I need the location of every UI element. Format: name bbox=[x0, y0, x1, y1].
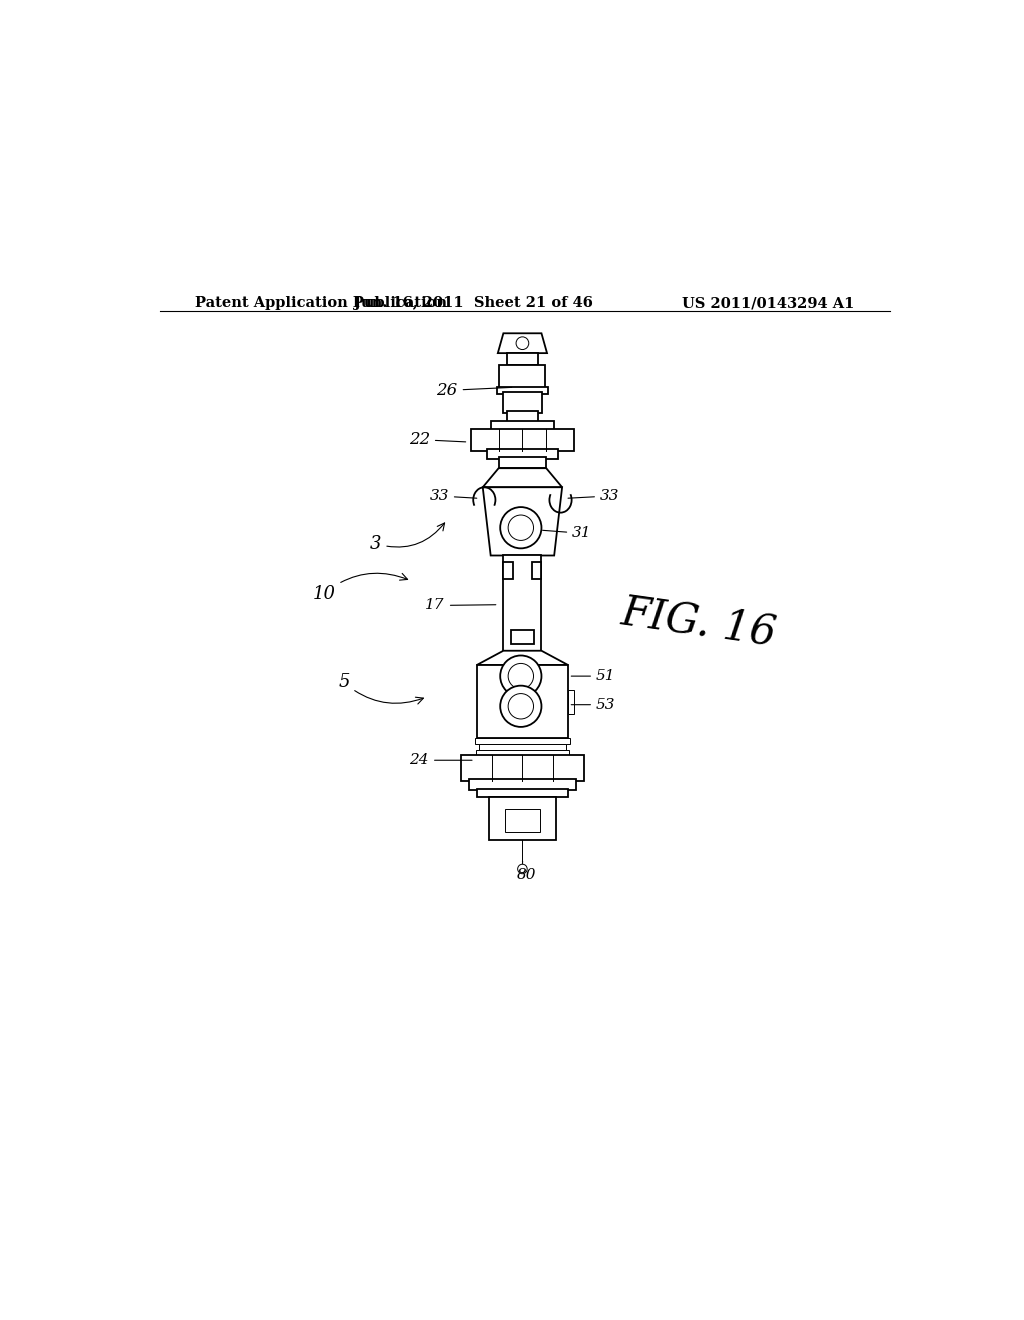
Text: Jun. 16, 2011  Sheet 21 of 46: Jun. 16, 2011 Sheet 21 of 46 bbox=[353, 296, 593, 310]
Polygon shape bbox=[482, 469, 562, 487]
Circle shape bbox=[508, 664, 534, 689]
Bar bbox=[476, 750, 569, 755]
Circle shape bbox=[500, 685, 542, 727]
Polygon shape bbox=[504, 562, 513, 579]
Polygon shape bbox=[568, 690, 574, 714]
Bar bbox=[477, 665, 568, 738]
Text: 33: 33 bbox=[568, 488, 620, 503]
Polygon shape bbox=[498, 333, 547, 354]
Bar bbox=[503, 392, 543, 413]
Bar bbox=[477, 789, 568, 797]
Text: 10: 10 bbox=[312, 573, 408, 603]
Circle shape bbox=[500, 656, 542, 697]
Bar bbox=[486, 449, 558, 458]
Circle shape bbox=[508, 515, 534, 540]
Bar bbox=[511, 630, 535, 644]
Bar bbox=[488, 797, 556, 841]
Bar bbox=[469, 779, 575, 791]
Text: 53: 53 bbox=[571, 698, 615, 711]
Text: 5: 5 bbox=[338, 673, 423, 704]
Text: 31: 31 bbox=[543, 527, 592, 540]
Polygon shape bbox=[531, 562, 542, 579]
Bar bbox=[461, 755, 584, 781]
Bar bbox=[504, 556, 542, 651]
Text: 33: 33 bbox=[429, 488, 477, 503]
Text: 51: 51 bbox=[571, 669, 615, 684]
Bar bbox=[507, 411, 539, 422]
Polygon shape bbox=[477, 651, 568, 665]
Bar bbox=[499, 457, 546, 469]
Text: 24: 24 bbox=[410, 754, 472, 767]
Bar bbox=[497, 387, 548, 393]
Text: FIG. 16: FIG. 16 bbox=[618, 591, 780, 655]
Bar bbox=[475, 738, 569, 744]
Bar bbox=[505, 809, 541, 833]
Bar bbox=[479, 744, 565, 750]
Circle shape bbox=[500, 507, 542, 548]
Circle shape bbox=[516, 337, 528, 350]
Bar bbox=[507, 354, 539, 366]
Text: US 2011/0143294 A1: US 2011/0143294 A1 bbox=[682, 296, 854, 310]
Text: 26: 26 bbox=[436, 381, 512, 399]
Text: 17: 17 bbox=[425, 598, 496, 612]
Bar bbox=[471, 429, 574, 450]
Bar bbox=[500, 366, 546, 389]
Circle shape bbox=[508, 693, 534, 719]
Polygon shape bbox=[482, 487, 562, 556]
Text: Patent Application Publication: Patent Application Publication bbox=[196, 296, 447, 310]
Circle shape bbox=[518, 865, 527, 874]
Text: 22: 22 bbox=[409, 432, 466, 447]
Bar bbox=[490, 421, 554, 430]
Text: 80: 80 bbox=[517, 861, 537, 882]
Text: 3: 3 bbox=[370, 523, 444, 553]
